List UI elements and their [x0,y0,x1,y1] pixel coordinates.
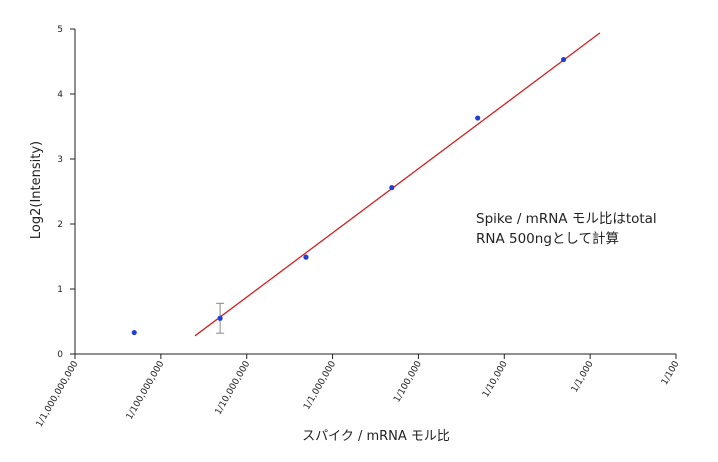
x-tick-label: 1/10,000 [481,359,510,399]
fit-line [194,32,601,337]
data-points [131,56,567,336]
x-tick-label: 1/10,000,000 [214,359,253,416]
data-point [389,185,395,191]
annotation-line-2: RNA 500ngとして計算 [476,231,619,247]
y-tick-label: 3 [57,155,63,165]
y-tick-label: 2 [57,220,63,230]
y-tick-label: 4 [57,90,63,100]
x-tick-label: 1/100,000 [392,359,424,404]
x-tick-label: 1/1,000 [570,359,596,394]
y-tick-label: 0 [57,350,63,360]
y-tick-label: 1 [57,285,63,295]
x-tick-label: 1/100 [660,359,682,387]
fit-line-group [194,32,601,337]
x-tick-label: 1/100,000,000 [125,359,167,421]
x-tick-label: 1/1,000,000 [302,359,338,411]
data-point [217,315,223,321]
x-axis-label: スパイク / mRNA モル比 [302,429,450,444]
y-tick-label: 5 [57,25,63,35]
data-point [303,254,309,260]
data-point [131,329,137,336]
data-point [475,115,481,121]
annotation-line-1: Spike / mRNA モル比はtotal [476,211,657,227]
axes: 1/1,000,000,000 1/100,000,000 1/10,000,000… [35,25,682,429]
x-tick-label: 1/1,000,000,000 [35,359,81,429]
data-point [560,56,567,63]
y-axis-label: Log2(Intensity) [29,141,44,239]
